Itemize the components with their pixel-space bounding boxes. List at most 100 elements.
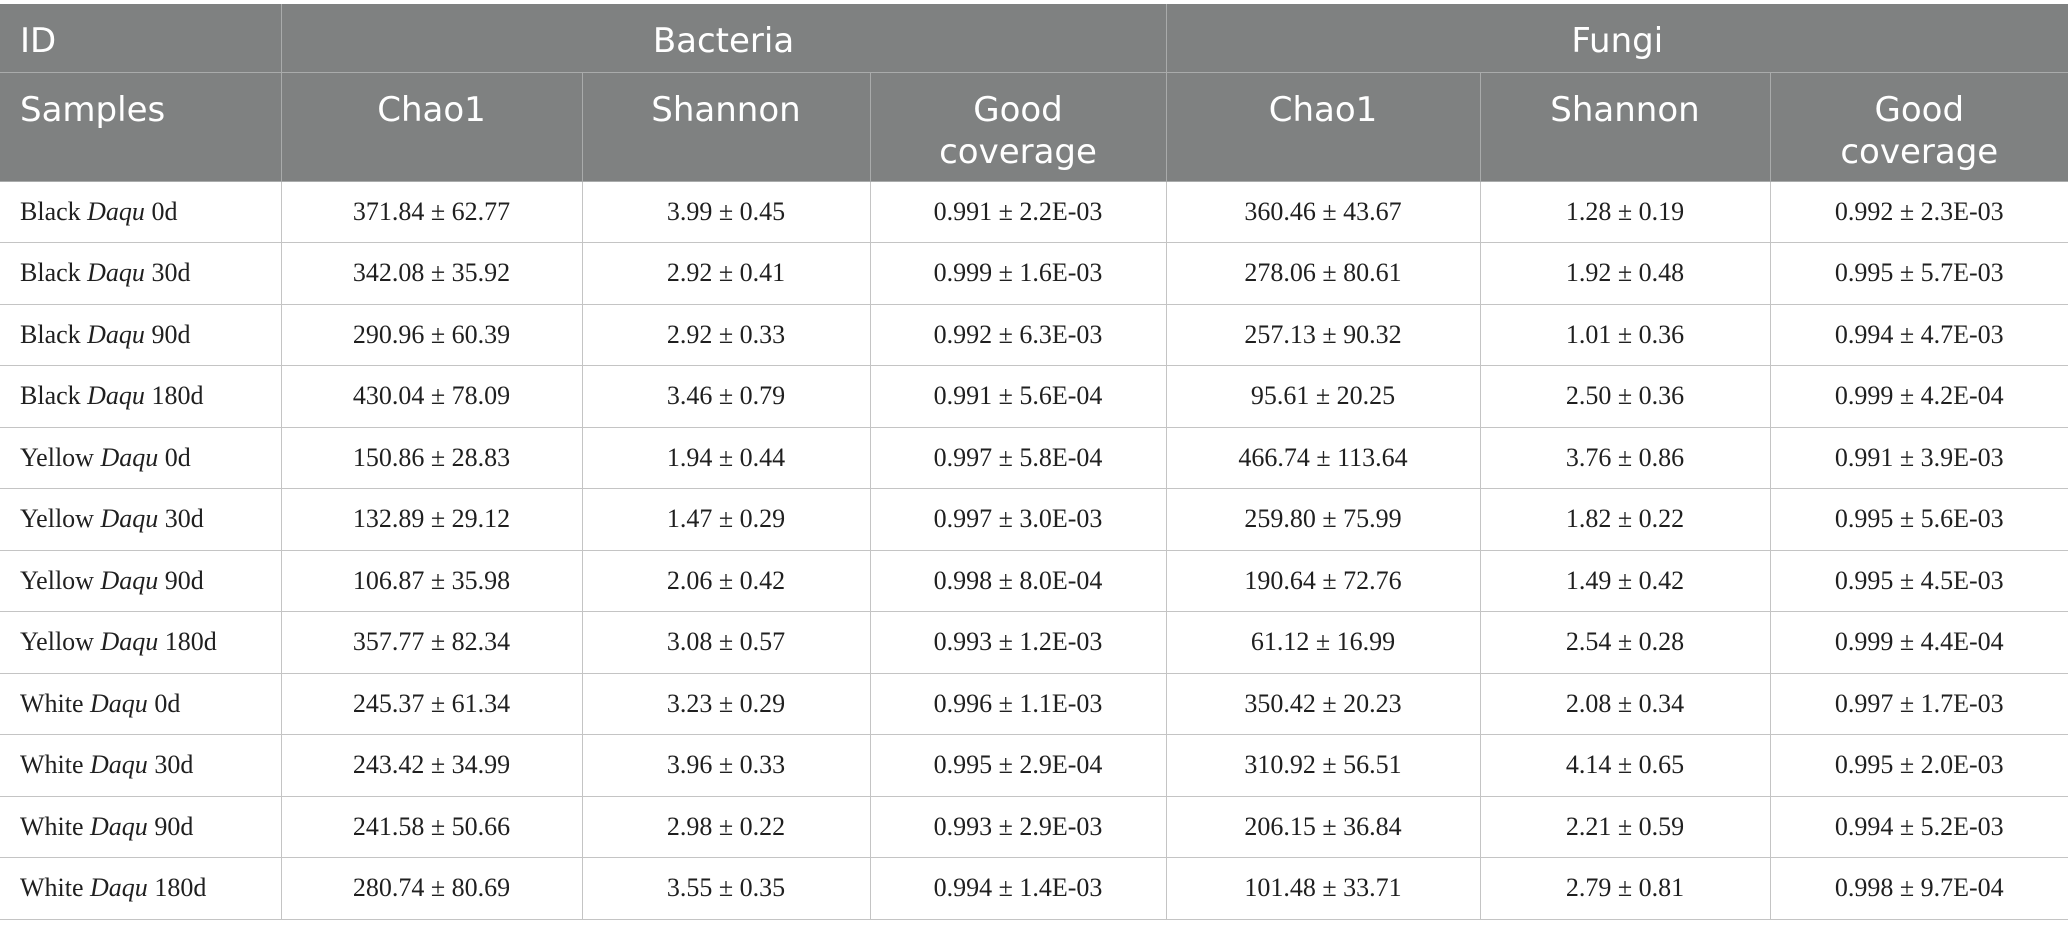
bacteria-good-coverage-cell: 0.991 ± 2.2E-03 (870, 181, 1167, 243)
table-row: Yellow Daqu 30d 132.89 ± 29.12 1.47 ± 0.29… (0, 488, 2068, 551)
sample-daqu-italic: Daqu (100, 565, 159, 595)
fungi-good-coverage-cell: 0.994 ± 5.2E-03 (1770, 796, 2068, 858)
header-row-groups: ID Bacteria Fungi (0, 4, 2068, 73)
bacteria-good-coverage-cell: 0.996 ± 1.1E-03 (870, 673, 1167, 735)
bacteria-chao1-cell: 342.08 ± 35.92 (281, 242, 583, 305)
fungi-shannon-cell: 2.54 ± 0.28 (1480, 611, 1771, 674)
table-row: Yellow Daqu 90d 106.87 ± 35.98 2.06 ± 0.42… (0, 550, 2068, 612)
fungi-shannon-cell: 1.01 ± 0.36 (1480, 304, 1771, 366)
alpha-diversity-table: ID Bacteria Fungi Samples Chao1 Shannon … (0, 4, 2068, 920)
sample-name-cell: Black Daqu 30d (0, 242, 282, 305)
bacteria-shannon-cell: 3.46 ± 0.79 (582, 365, 871, 428)
sample-color: White (20, 811, 91, 841)
header-bacteria-shannon: Shannon (582, 72, 871, 182)
bacteria-good-coverage-cell: 0.999 ± 1.6E-03 (870, 242, 1167, 305)
alpha-diversity-table-container: ID Bacteria Fungi Samples Chao1 Shannon … (0, 4, 2068, 920)
bacteria-shannon-cell: 3.55 ± 0.35 (582, 857, 871, 920)
fungi-good-coverage-cell: 0.998 ± 9.7E-04 (1770, 857, 2068, 920)
fungi-good-coverage-cell: 0.991 ± 3.9E-03 (1770, 427, 2068, 489)
table-body: Black Daqu 0d 371.84 ± 62.77 3.99 ± 0.45 0.… (0, 181, 2068, 920)
bacteria-shannon-cell: 3.08 ± 0.57 (582, 611, 871, 674)
sample-day: 180d (147, 873, 207, 903)
sample-name-cell: White Daqu 30d (0, 734, 282, 797)
sample-daqu-italic: Daqu (100, 627, 159, 657)
sample-day: 180d (144, 381, 204, 411)
sample-color: Black (20, 196, 88, 226)
header-id: ID (0, 4, 282, 73)
sample-daqu-italic: Daqu (90, 688, 148, 718)
bacteria-shannon-cell: 2.92 ± 0.33 (582, 304, 871, 366)
fungi-good-coverage-cell: 0.999 ± 4.2E-04 (1770, 365, 2068, 428)
sample-color: White (20, 750, 91, 780)
bacteria-chao1-cell: 243.42 ± 34.99 (281, 734, 583, 797)
sample-day: 30d (147, 750, 194, 780)
header-fungi-chao1: Chao1 (1166, 72, 1481, 182)
sample-color: Yellow (20, 565, 101, 595)
fungi-chao1-cell: 101.48 ± 33.71 (1166, 857, 1481, 920)
header-group-fungi: Fungi (1166, 4, 2068, 73)
sample-daqu-italic: Daqu (87, 258, 145, 288)
bacteria-good-coverage-cell: 0.991 ± 5.6E-04 (870, 365, 1167, 428)
fungi-chao1-cell: 190.64 ± 72.76 (1166, 550, 1481, 612)
sample-color: Black (20, 319, 88, 349)
header-samples: Samples (0, 72, 282, 182)
fungi-chao1-cell: 206.15 ± 36.84 (1166, 796, 1481, 858)
bacteria-chao1-cell: 241.58 ± 50.66 (281, 796, 583, 858)
bacteria-good-coverage-cell: 0.998 ± 8.0E-04 (870, 550, 1167, 612)
sample-color: White (20, 873, 91, 903)
table-row: Black Daqu 30d 342.08 ± 35.92 2.92 ± 0.41 0… (0, 242, 2068, 305)
bacteria-shannon-cell: 2.92 ± 0.41 (582, 242, 871, 305)
fungi-chao1-cell: 310.92 ± 56.51 (1166, 734, 1481, 797)
sample-day: 30d (144, 258, 191, 288)
fungi-good-coverage-cell: 0.997 ± 1.7E-03 (1770, 673, 2068, 735)
fungi-shannon-cell: 1.28 ± 0.19 (1480, 181, 1771, 243)
sample-day: 90d (158, 565, 204, 595)
header-bacteria-chao1: Chao1 (281, 72, 583, 182)
sample-day: 90d (144, 319, 191, 349)
sample-daqu-italic: Daqu (90, 873, 148, 903)
fungi-chao1-cell: 95.61 ± 20.25 (1166, 365, 1481, 428)
fungi-chao1-cell: 259.80 ± 75.99 (1166, 488, 1481, 551)
sample-daqu-italic: Daqu (90, 811, 148, 841)
bacteria-good-coverage-cell: 0.993 ± 2.9E-03 (870, 796, 1167, 858)
bacteria-shannon-cell: 3.99 ± 0.45 (582, 181, 871, 243)
header-row-metrics: Samples Chao1 Shannon Good coverage Chao… (0, 72, 2068, 182)
fungi-good-coverage-cell: 0.992 ± 2.3E-03 (1770, 181, 2068, 243)
sample-color: Black (20, 381, 88, 411)
fungi-chao1-cell: 257.13 ± 90.32 (1166, 304, 1481, 366)
bacteria-good-coverage-cell: 0.994 ± 1.4E-03 (870, 857, 1167, 920)
sample-name-cell: Yellow Daqu 180d (0, 611, 282, 674)
bacteria-good-coverage-cell: 0.997 ± 5.8E-04 (870, 427, 1167, 489)
fungi-shannon-cell: 2.08 ± 0.34 (1480, 673, 1771, 735)
header-bacteria-good-coverage: Good coverage (870, 72, 1167, 182)
fungi-chao1-cell: 466.74 ± 113.64 (1166, 427, 1481, 489)
bacteria-chao1-cell: 280.74 ± 80.69 (281, 857, 583, 920)
header-fungi-shannon: Shannon (1480, 72, 1771, 182)
table-row: Black Daqu 0d 371.84 ± 62.77 3.99 ± 0.45 0.… (0, 181, 2068, 243)
fungi-chao1-cell: 350.42 ± 20.23 (1166, 673, 1481, 735)
fungi-good-coverage-cell: 0.999 ± 4.4E-04 (1770, 611, 2068, 674)
sample-daqu-italic: Daqu (90, 750, 148, 780)
sample-day: 0d (158, 442, 191, 472)
bacteria-chao1-cell: 245.37 ± 61.34 (281, 673, 583, 735)
table-row: White Daqu 30d 243.42 ± 34.99 3.96 ± 0.33 0… (0, 734, 2068, 797)
bacteria-good-coverage-cell: 0.992 ± 6.3E-03 (870, 304, 1167, 366)
sample-day: 90d (147, 811, 194, 841)
fungi-chao1-cell: 360.46 ± 43.67 (1166, 181, 1481, 243)
fungi-chao1-cell: 278.06 ± 80.61 (1166, 242, 1481, 305)
bacteria-chao1-cell: 430.04 ± 78.09 (281, 365, 583, 428)
fungi-shannon-cell: 4.14 ± 0.65 (1480, 734, 1771, 797)
sample-daqu-italic: Daqu (100, 442, 159, 472)
fungi-shannon-cell: 2.79 ± 0.81 (1480, 857, 1771, 920)
sample-day: 0d (144, 196, 178, 226)
sample-name-cell: White Daqu 90d (0, 796, 282, 858)
table-row: White Daqu 0d 245.37 ± 61.34 3.23 ± 0.29 0.… (0, 673, 2068, 735)
fungi-shannon-cell: 1.49 ± 0.42 (1480, 550, 1771, 612)
header-fungi-good-coverage: Good coverage (1770, 72, 2068, 182)
sample-name-cell: Black Daqu 90d (0, 304, 282, 366)
fungi-chao1-cell: 61.12 ± 16.99 (1166, 611, 1481, 674)
sample-name-cell: White Daqu 180d (0, 857, 282, 920)
bacteria-chao1-cell: 106.87 ± 35.98 (281, 550, 583, 612)
table-row: Black Daqu 180d 430.04 ± 78.09 3.46 ± 0.79… (0, 365, 2068, 428)
fungi-good-coverage-cell: 0.995 ± 4.5E-03 (1770, 550, 2068, 612)
